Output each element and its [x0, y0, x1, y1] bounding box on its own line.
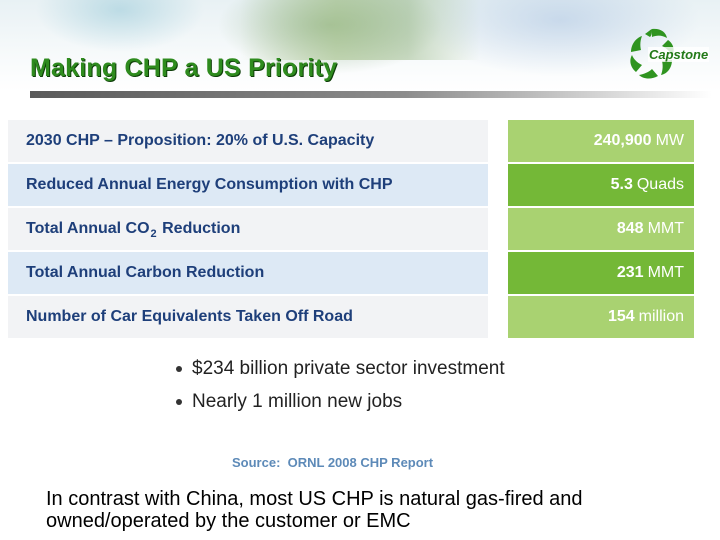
bullet-icon [176, 398, 182, 405]
stat-unit: MMT [647, 264, 684, 281]
stat-unit: MW [655, 132, 684, 149]
stat-number: 848 [616, 220, 644, 237]
stat-label-text: Total Annual CO [26, 220, 150, 237]
stat-row-co2-reduction: Total Annual CO 2 Reduction 848 MMT [8, 208, 694, 252]
stat-label: Total Annual CO 2 Reduction [8, 208, 488, 250]
bullet-list: $234 billion private sector investment N… [176, 352, 505, 418]
stat-number: 5.3 [610, 176, 633, 193]
stat-unit: million [638, 308, 684, 325]
title-underline [30, 91, 712, 98]
header-leaf-image [240, 0, 480, 60]
bullet-text: $234 billion private sector investment [192, 357, 505, 379]
list-item: $234 billion private sector investment [176, 352, 505, 385]
logo-wordmark: Capstone [648, 47, 710, 62]
stat-unit: Quads [636, 176, 684, 193]
stat-label: Reduced Annual Energy Consumption with C… [8, 164, 488, 206]
stat-unit: MMT [647, 220, 684, 237]
stat-value: 231 MMT [508, 252, 694, 294]
stat-value: 154 million [508, 296, 694, 338]
stat-row-car-equivalents: Number of Car Equivalents Taken Off Road… [8, 296, 694, 340]
footer-note: In contrast with China, most US CHP is n… [46, 488, 583, 532]
capstone-logo: Capstone [622, 26, 714, 84]
list-item: Nearly 1 million new jobs [176, 385, 505, 418]
stat-number: 231 [616, 264, 644, 281]
stats-table: 2030 CHP – Proposition: 20% of U.S. Capa… [8, 120, 694, 340]
bullet-icon [176, 365, 182, 372]
stat-row-chp-capacity: 2030 CHP – Proposition: 20% of U.S. Capa… [8, 120, 694, 164]
slide-title: Making CHP a US Priority [30, 54, 338, 82]
stat-value: 848 MMT [508, 208, 694, 250]
stat-value: 240,900 MW [508, 120, 694, 162]
stat-label-subscript: 2 [150, 228, 157, 240]
stat-label-text: Reduction [157, 220, 241, 237]
stat-label: 2030 CHP – Proposition: 20% of U.S. Capa… [8, 120, 488, 162]
stat-label: Number of Car Equivalents Taken Off Road [8, 296, 488, 338]
stat-row-carbon-reduction: Total Annual Carbon Reduction 231 MMT [8, 252, 694, 296]
stat-number: 240,900 [593, 132, 652, 149]
stat-value: 5.3 Quads [508, 164, 694, 206]
bullet-text: Nearly 1 million new jobs [192, 390, 403, 412]
stat-row-energy-consumption: Reduced Annual Energy Consumption with C… [8, 164, 694, 208]
stat-number: 154 [607, 308, 635, 325]
source-citation: Source: ORNL 2008 CHP Report [232, 455, 434, 470]
stat-label: Total Annual Carbon Reduction [8, 252, 488, 294]
